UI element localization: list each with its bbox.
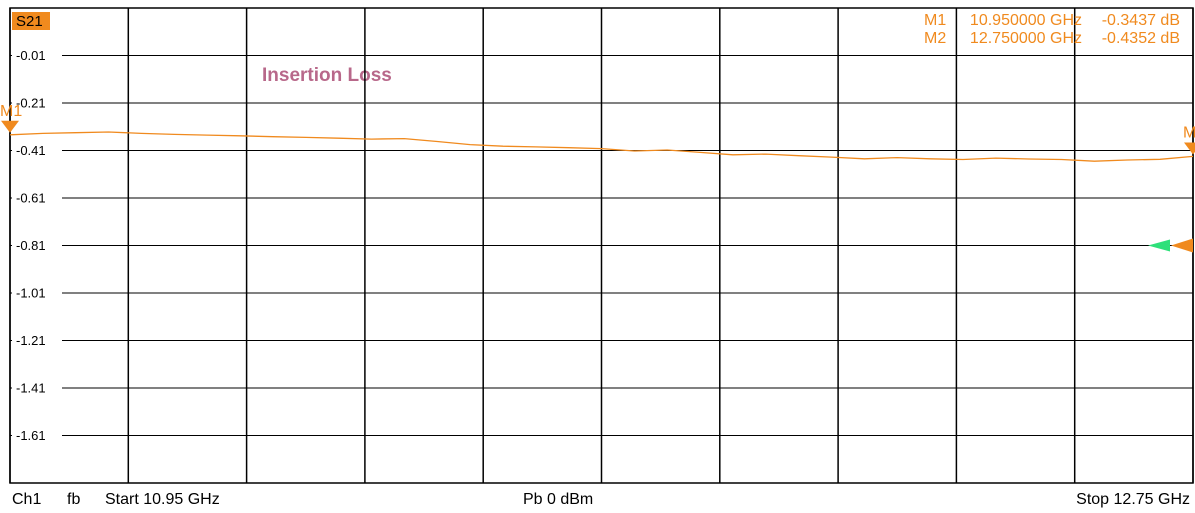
y-tick-label: -1.01 <box>16 285 46 300</box>
tick-label-bg <box>12 286 62 300</box>
marker-name: M2 <box>1183 125 1195 142</box>
tick-label-bg <box>12 143 62 158</box>
tick-label-bg <box>12 48 62 63</box>
marker-name: M1 <box>0 103 22 120</box>
y-tick-label: -1.61 <box>16 428 46 443</box>
footer-mode: fb <box>67 491 80 508</box>
marker-readout-x: 10.950000 GHz <box>970 12 1082 29</box>
y-tick-label: -0.01 <box>16 48 46 63</box>
footer-start: Start 10.95 GHz <box>105 491 220 508</box>
y-tick-label: -1.21 <box>16 333 46 348</box>
y-tick-label: -0.21 <box>16 95 46 110</box>
marker-readout-name: M2 <box>924 30 946 47</box>
annotation: Insertion Loss <box>262 65 392 86</box>
marker-readout-x: 12.750000 GHz <box>970 30 1082 47</box>
trace-badge <box>12 12 50 30</box>
marker-readout-y: -0.3437 dB <box>1102 12 1180 29</box>
y-tick-label: -1.41 <box>16 380 46 395</box>
tick-label-bg <box>12 238 62 253</box>
reference-arrow <box>1171 238 1193 253</box>
tick-label-bg <box>12 333 62 348</box>
y-tick-label: -0.81 <box>16 238 46 253</box>
footer-channel: Ch1 <box>12 491 41 508</box>
reference-arrow <box>1148 239 1170 252</box>
trace-name: S21 <box>16 13 43 30</box>
y-tick-label: -0.61 <box>16 190 46 205</box>
marker <box>1 120 19 133</box>
footer-stop: Stop 12.75 GHz <box>1076 491 1190 508</box>
tick-label-bg <box>12 191 62 205</box>
footer-power: Pb 0 dBm <box>523 491 593 508</box>
marker <box>1184 142 1195 155</box>
tick-label-bg <box>12 96 62 110</box>
tick-label-bg <box>12 381 62 395</box>
marker-readout-y: -0.4352 dB <box>1102 30 1180 47</box>
trace-line <box>9 131 1194 162</box>
tick-label-bg <box>12 428 62 443</box>
marker-readout-name: M1 <box>924 12 946 29</box>
y-tick-label: -0.41 <box>16 143 46 158</box>
